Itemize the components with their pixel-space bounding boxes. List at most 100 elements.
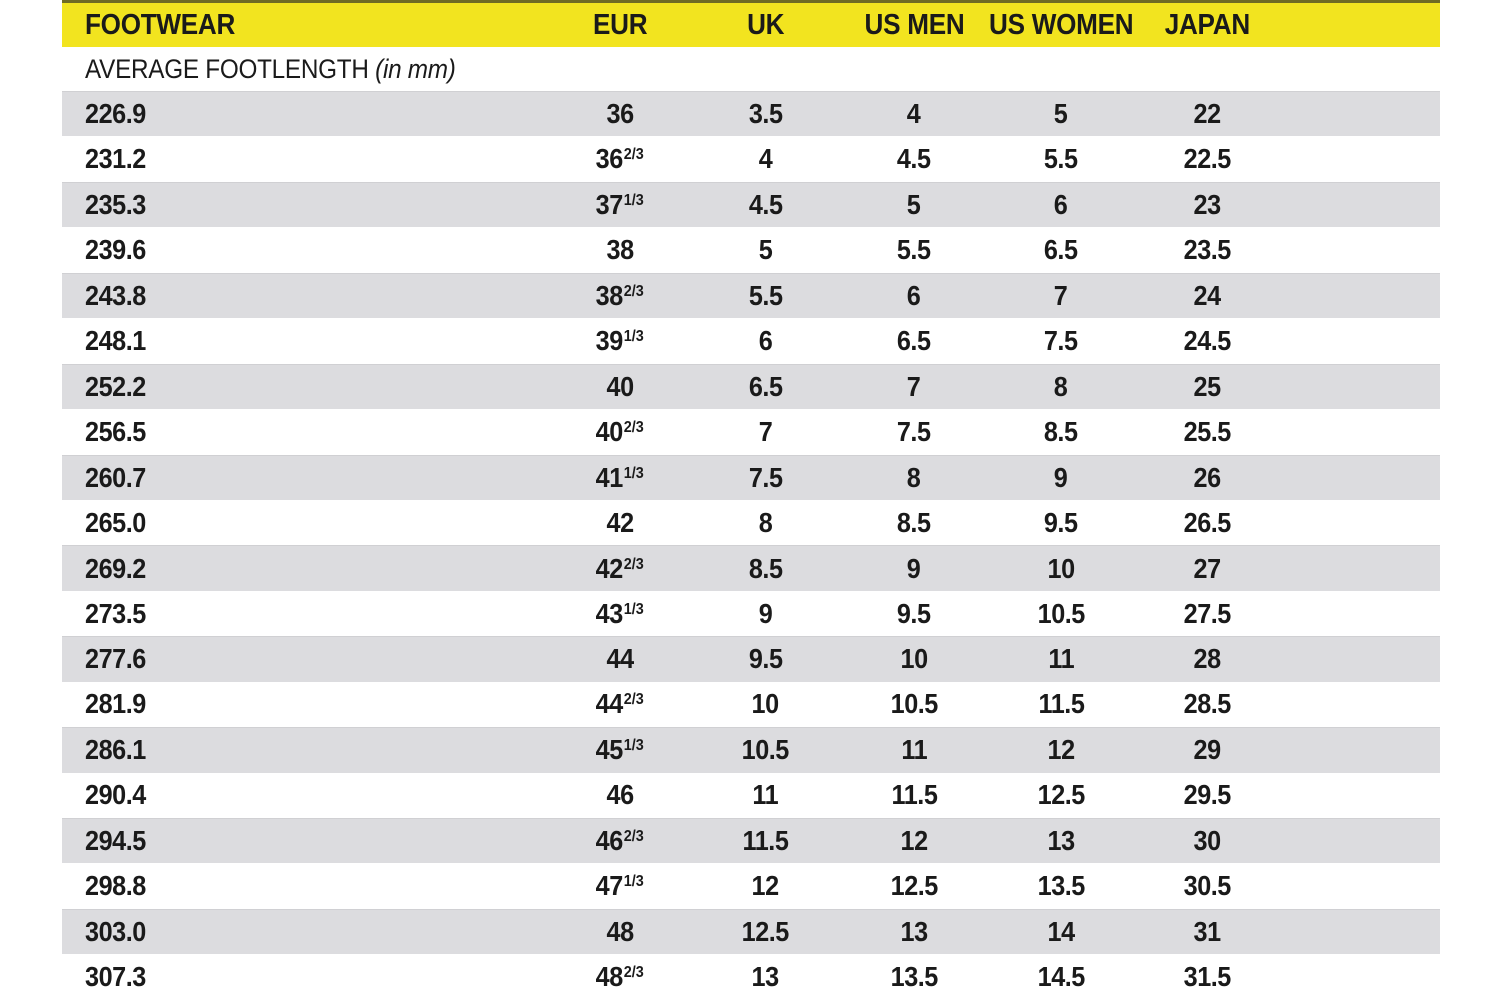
row-cell-filler (1288, 954, 1440, 999)
row-cell-filler (1288, 546, 1440, 590)
cell-japan: 26.5 (1183, 506, 1231, 538)
row-cell-filler (1288, 591, 1440, 636)
row-cell-footlength: 286.1 (62, 728, 541, 772)
cell-us-men: 4.5 (897, 143, 931, 175)
cell-us-men: 4 (907, 98, 921, 130)
row-cell-uk: 8.5 (699, 546, 832, 590)
row-cell-footlength: 243.8 (62, 274, 541, 318)
row-cell-japan: 25 (1126, 365, 1288, 409)
table-row: 303.0 48 12.5 13 14 31 (62, 908, 1440, 955)
row-cell-us-women: 10.5 (996, 591, 1126, 636)
table-row: 265.0 42 8 8.5 9.5 26.5 (62, 499, 1440, 546)
cell-japan: 29 (1193, 734, 1221, 766)
row-cell-us-women: 6.5 (996, 227, 1126, 272)
eur-fraction: 2/3 (624, 964, 645, 982)
cell-footlength: 298.8 (85, 870, 146, 902)
cell-us-men: 11.5 (891, 779, 937, 811)
row-cell-us-men: 11.5 (832, 773, 996, 818)
row-cell-japan: 26.5 (1126, 500, 1288, 545)
row-cell-eur: 431/3 (541, 591, 699, 636)
row-cell-footlength: 281.9 (62, 682, 541, 727)
row-cell-uk: 12.5 (699, 910, 832, 954)
row-cell-us-women: 7.5 (996, 318, 1126, 363)
row-cell-filler (1288, 365, 1440, 409)
row-cell-us-women: 8.5 (996, 409, 1126, 454)
eur-fraction: 1/3 (624, 192, 645, 210)
cell-footlength: 277.6 (85, 643, 146, 675)
cell-footlength: 269.2 (85, 552, 146, 584)
row-cell-us-men: 13 (832, 910, 996, 954)
row-cell-filler (1288, 183, 1440, 227)
cell-us-women: 14.5 (1037, 961, 1085, 993)
cell-japan: 27.5 (1183, 597, 1231, 629)
row-cell-footlength: 256.5 (62, 409, 541, 454)
table-row: 256.5 402/3 7 7.5 8.5 25.5 (62, 409, 1440, 455)
table-row: 248.1 391/3 6 6.5 7.5 24.5 (62, 318, 1440, 364)
cell-footlength: 286.1 (85, 734, 146, 766)
row-cell-footlength: 231.2 (62, 136, 541, 181)
row-cell-filler (1288, 456, 1440, 500)
table-row: 252.2 40 6.5 7 8 25 (62, 363, 1440, 410)
header-cell-us-men: US MEN (832, 3, 996, 47)
row-cell-uk: 7.5 (699, 456, 832, 500)
row-cell-us-men: 4.5 (832, 136, 996, 181)
row-cell-footlength: 290.4 (62, 773, 541, 818)
row-cell-japan: 24 (1126, 274, 1288, 318)
cell-japan: 28 (1193, 643, 1221, 675)
row-cell-us-women: 9 (996, 456, 1126, 500)
row-cell-footlength: 235.3 (62, 183, 541, 227)
cell-uk: 10.5 (741, 734, 790, 766)
eur-fraction: 2/3 (624, 828, 645, 846)
row-cell-footlength: 239.6 (62, 227, 541, 272)
row-cell-japan: 28.5 (1126, 682, 1288, 727)
cell-uk: 12.5 (741, 916, 790, 948)
header-cell-eur: EUR (541, 3, 699, 47)
row-cell-japan: 27.5 (1126, 591, 1288, 636)
row-cell-eur: 371/3 (541, 183, 699, 227)
row-cell-us-women: 5 (996, 92, 1126, 136)
row-cell-uk: 10.5 (699, 728, 832, 772)
cell-footlength: 243.8 (85, 279, 146, 311)
cell-footlength: 307.3 (85, 961, 146, 993)
cell-eur: 411/3 (595, 461, 645, 493)
cell-footlength: 303.0 (85, 916, 146, 948)
cell-uk: 4.5 (748, 189, 783, 221)
size-conversion-table: FOOTWEAR EUR UK US MEN US WOMEN JAPAN AV… (62, 0, 1440, 1000)
row-cell-eur: 46 (541, 773, 699, 818)
cell-eur: 40 (606, 370, 634, 402)
cell-footlength: 290.4 (85, 779, 146, 811)
cell-japan: 31.5 (1183, 961, 1231, 993)
cell-us-men: 12 (900, 825, 928, 857)
row-cell-us-men: 10.5 (832, 682, 996, 727)
row-cell-us-women: 11 (996, 637, 1126, 681)
cell-eur: 382/3 (595, 279, 645, 311)
cell-japan: 25.5 (1183, 415, 1231, 447)
row-cell-uk: 11 (699, 773, 832, 818)
cell-japan: 29.5 (1183, 779, 1231, 811)
row-cell-us-men: 13.5 (832, 954, 996, 999)
row-cell-footlength: 294.5 (62, 819, 541, 863)
eur-fraction: 2/3 (624, 282, 645, 300)
row-cell-us-women: 14 (996, 910, 1126, 954)
cell-eur: 38 (606, 234, 634, 266)
cell-eur: 371/3 (595, 189, 645, 221)
cell-eur: 362/3 (595, 143, 645, 175)
subheader-label: AVERAGE FOOTLENGTH (85, 53, 369, 84)
subheader-unit-note: (in mm) (375, 53, 456, 84)
row-cell-us-women: 12.5 (996, 773, 1126, 818)
cell-japan: 28.5 (1183, 688, 1231, 720)
row-cell-eur: 36 (541, 92, 699, 136)
table-header-row: FOOTWEAR EUR UK US MEN US WOMEN JAPAN (62, 0, 1440, 47)
header-cell-uk: UK (699, 3, 832, 47)
table-row: 260.7 411/3 7.5 8 9 26 (62, 454, 1440, 500)
cell-us-women: 5 (1054, 98, 1068, 130)
table-row: 269.2 422/3 8.5 9 10 27 (62, 545, 1440, 591)
row-cell-eur: 42 (541, 500, 699, 545)
cell-japan: 22.5 (1183, 143, 1231, 175)
cell-eur: 42 (606, 506, 634, 538)
row-cell-uk: 5 (699, 227, 832, 272)
row-cell-uk: 11.5 (699, 819, 832, 863)
eur-fraction: 1/3 (624, 737, 645, 755)
cell-footlength: 294.5 (85, 825, 146, 857)
row-cell-japan: 29 (1126, 728, 1288, 772)
